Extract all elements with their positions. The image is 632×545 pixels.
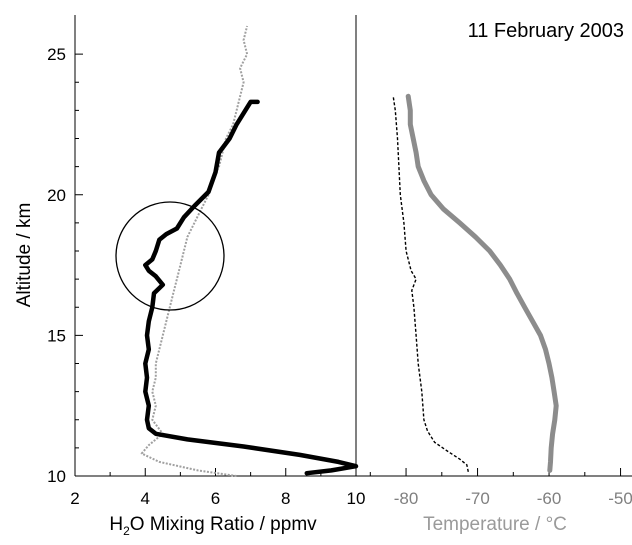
right-x-ticks: -80 -70 -60 -50	[369, 468, 632, 508]
left-x-tick-label: 10	[347, 489, 366, 508]
series-layer	[140, 25, 559, 477]
y-axis-label: Altitude / km	[14, 203, 35, 308]
temperature-gray-series-line	[405, 93, 559, 473]
left-x-axis-label: H2O Mixing Ratio / ppmv	[109, 514, 317, 538]
y-ticks: 10 15 20 25	[47, 45, 83, 486]
right-x-tick-label: -80	[394, 489, 419, 508]
h2o-gray-series-line	[140, 25, 249, 477]
left-x-axis-label-prefix: H	[109, 514, 123, 535]
right-x-tick-label: -60	[537, 489, 562, 508]
h2o-black-series-line	[143, 99, 359, 476]
left-x-axis-label-suffix: O Mixing Ratio / ppmv	[130, 514, 317, 535]
left-x-tick-label: 6	[211, 489, 220, 508]
right-x-tick-label: -50	[608, 489, 632, 508]
y-tick-label: 15	[47, 326, 66, 345]
y-tick-label: 25	[47, 45, 66, 64]
left-x-axis-label-subscript: 2	[123, 524, 130, 538]
y-tick-label: 10	[47, 467, 66, 486]
right-x-axis-label: Temperature / °C	[423, 514, 567, 535]
left-x-tick-label: 2	[70, 489, 79, 508]
left-x-tick-label: 8	[281, 489, 290, 508]
y-tick-label: 20	[47, 186, 66, 205]
temperature-dashed-series-line	[392, 96, 469, 472]
left-x-tick-label: 4	[141, 489, 150, 508]
left-x-ticks: 2 4 6 8 10	[70, 468, 365, 508]
right-x-tick-label: -70	[465, 489, 490, 508]
chart-title: 11 February 2003	[468, 20, 624, 42]
annotation-circle	[115, 201, 225, 311]
